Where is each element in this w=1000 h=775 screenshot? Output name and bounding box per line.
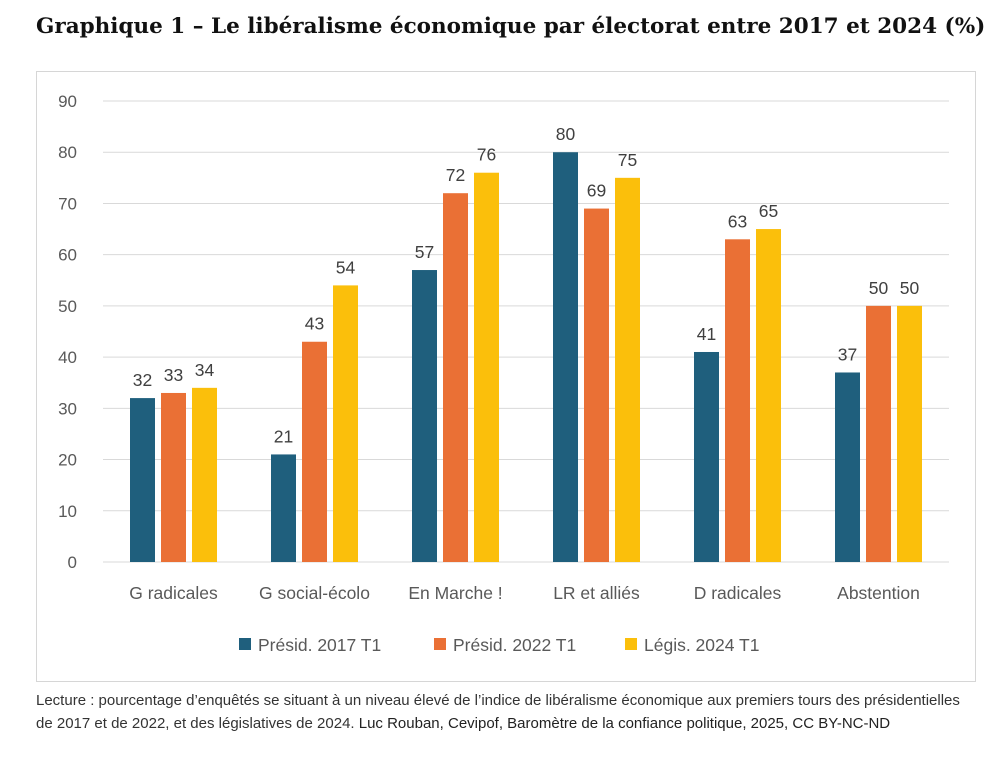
y-tick-label: 50 — [58, 297, 77, 316]
gridlines — [103, 100, 949, 563]
bar — [302, 341, 327, 562]
bars — [130, 152, 922, 563]
data-label: 75 — [618, 150, 637, 170]
bar — [474, 172, 499, 562]
data-label: 32 — [133, 370, 152, 390]
figure-title: Graphique 1 – Le libéralisme économique … — [36, 14, 986, 39]
bar — [756, 229, 781, 563]
x-tick-label: Abstention — [837, 583, 920, 603]
data-label: 65 — [759, 201, 778, 221]
y-tick-label: 20 — [58, 451, 77, 470]
bar — [443, 193, 468, 562]
data-label: 43 — [305, 314, 324, 334]
y-tick-label: 80 — [58, 143, 77, 162]
bar — [615, 177, 640, 562]
legend-swatch — [239, 638, 251, 650]
data-label: 41 — [697, 324, 716, 344]
x-tick-label: G social-écolo — [259, 583, 370, 603]
y-tick-label: 30 — [58, 399, 77, 418]
data-label: 37 — [838, 344, 857, 364]
x-tick-label: LR et alliés — [553, 583, 640, 603]
bar — [725, 239, 750, 563]
bar — [161, 392, 186, 562]
data-label: 63 — [728, 211, 747, 231]
bar — [835, 372, 860, 562]
bar — [192, 387, 217, 562]
bar — [553, 152, 578, 562]
caption-source: Luc Rouban, Cevipof, Baromètre de la con… — [358, 715, 891, 732]
y-tick-label: 0 — [68, 553, 77, 572]
bar — [897, 305, 922, 562]
x-tick-label: D radicales — [694, 583, 782, 603]
y-tick-label: 40 — [58, 348, 77, 367]
legend-label: Présid. 2017 T1 — [258, 635, 381, 655]
data-label: 72 — [446, 165, 465, 185]
bar — [271, 454, 296, 562]
data-label: 76 — [477, 145, 496, 165]
bar — [333, 285, 358, 562]
chart-frame: 0 10 20 30 40 50 60 70 80 90 32 33 34 21 43 54 57 72 76 80… — [36, 71, 976, 682]
bar — [694, 351, 719, 562]
data-label: 54 — [336, 257, 356, 277]
legend-swatch — [434, 638, 446, 650]
y-tick-label: 10 — [58, 502, 77, 521]
bar — [130, 398, 155, 562]
x-axis-ticks: G radicales G social-écolo En Marche ! LR e… — [129, 583, 920, 603]
x-tick-label: En Marche ! — [408, 583, 502, 603]
data-label: 57 — [415, 242, 434, 262]
y-tick-label: 70 — [58, 194, 77, 213]
bar — [584, 208, 609, 563]
data-label: 21 — [274, 426, 293, 446]
caption-lecture: Lecture : pourcentage d’enquêtés se situ… — [36, 692, 960, 732]
legend-label: Légis. 2024 T1 — [644, 635, 759, 655]
x-tick-label: G radicales — [129, 583, 218, 603]
figure-caption: Lecture : pourcentage d’enquêtés se situ… — [36, 689, 976, 735]
data-label: 80 — [556, 124, 576, 144]
y-tick-label: 90 — [58, 92, 77, 111]
bar-chart: 0 10 20 30 40 50 60 70 80 90 32 33 34 21 43 54 57 72 76 80… — [58, 92, 949, 655]
y-axis-ticks: 0 10 20 30 40 50 60 70 80 90 — [58, 92, 77, 572]
bar — [866, 305, 891, 562]
legend: Présid. 2017 T1 Présid. 2022 T1 Légis. 202… — [239, 635, 759, 655]
y-tick-label: 60 — [58, 246, 77, 265]
data-label: 33 — [164, 365, 183, 385]
legend-swatch — [625, 638, 637, 650]
data-labels: 32 33 34 21 43 54 57 72 76 80 69 75 41 63 65 37 50 50 — [133, 124, 920, 446]
data-label: 34 — [195, 360, 215, 380]
legend-label: Présid. 2022 T1 — [453, 635, 576, 655]
data-label: 50 — [900, 278, 920, 298]
bar — [412, 270, 437, 562]
data-label: 69 — [587, 181, 606, 201]
data-label: 50 — [869, 278, 889, 298]
